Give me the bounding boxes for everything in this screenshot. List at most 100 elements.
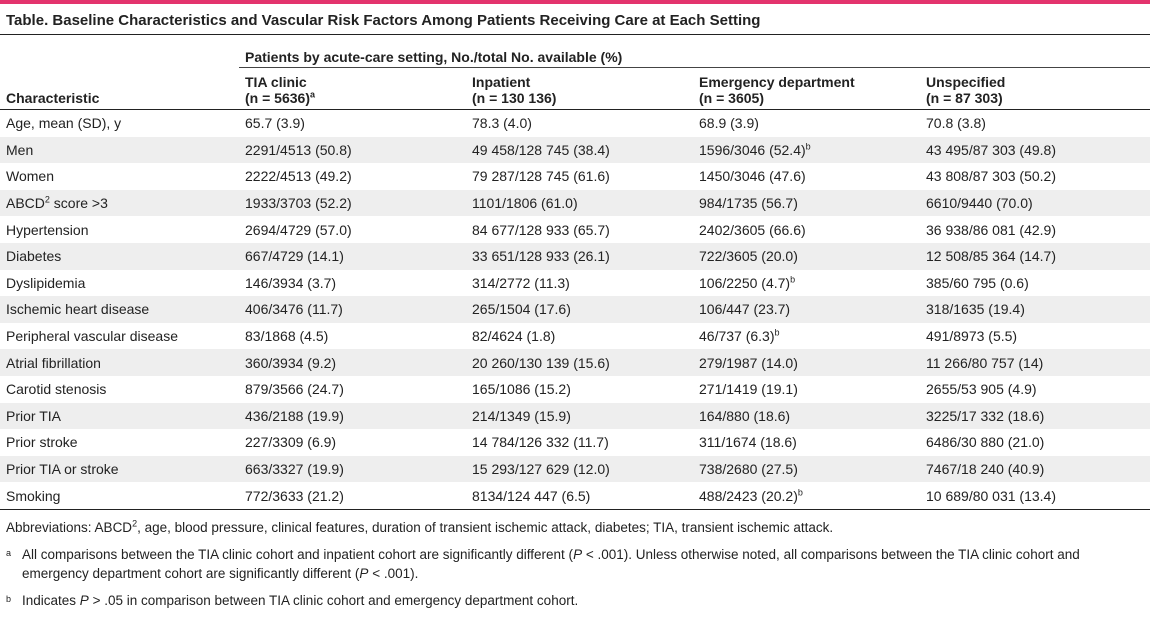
table-row: Dyslipidemia 146/3934 (3.7) 314/2772 (11.3…: [0, 270, 1150, 297]
cell-unspecified: 6486/30 880 (21.0): [926, 434, 1045, 451]
footnote-mark-b: b: [774, 327, 780, 338]
cell-characteristic: Prior TIA: [0, 402, 239, 430]
cell-inpatient: 15 293/127 629 (12.0): [466, 455, 693, 483]
footnote-b: b Indicates P > .05 in comparison betwee…: [6, 592, 579, 608]
cell-characteristic: Atrial fibrillation: [0, 349, 239, 376]
cell-emergency: 488/2423 (20.2)b: [693, 482, 920, 510]
cell-inpatient: 165/1086 (15.2): [472, 381, 571, 398]
cell-characteristic: Smoking: [0, 482, 239, 510]
cell-tia-clinic: 667/4729 (14.1): [239, 242, 466, 270]
cell-unspecified: 43 495/87 303 (49.8): [920, 136, 1150, 164]
table-row: Prior stroke 227/3309 (6.9) 14 784/126 332…: [0, 429, 1150, 456]
cell-tia-clinic: 772/3633 (21.2): [239, 482, 466, 510]
characteristics-table: Patients by acute-care setting, No./tota…: [0, 35, 1150, 510]
cell-characteristic: Hypertension: [6, 221, 89, 238]
col-header-unspecified: Unspecified (n = 87 303): [920, 67, 1150, 110]
footnote-mark-b: b: [790, 274, 796, 285]
cell-unspecified: 12 508/85 364 (14.7): [920, 242, 1150, 270]
cell-emergency: 1596/3046 (52.4)b: [693, 136, 920, 164]
cell-characteristic: Peripheral vascular disease: [6, 328, 178, 345]
cell-inpatient: 33 651/128 933 (26.1): [466, 242, 693, 270]
cell-emergency: 271/1419 (19.1): [699, 381, 798, 398]
table-row: Smoking 772/3633 (21.2) 8134/124 447 (6.5)…: [0, 482, 1150, 510]
table-row: Diabetes 667/4729 (14.1) 33 651/128 933 (2…: [0, 242, 1150, 270]
cell-unspecified: 3225/17 332 (18.6): [920, 402, 1150, 430]
table-row: Prior TIA or stroke 663/3327 (19.9) 15 293…: [0, 455, 1150, 483]
cell-characteristic: Prior TIA or stroke: [0, 455, 239, 483]
footnote-a: a All comparisons between the TIA clinic…: [6, 546, 1080, 581]
cell-emergency: 2402/3605 (66.6): [699, 221, 806, 238]
cell-emergency: 164/880 (18.6): [693, 402, 920, 430]
cell-emergency: 46/737 (6.3)b: [699, 327, 780, 345]
cell-inpatient: 82/4624 (1.8): [472, 328, 556, 345]
table-row: Prior TIA 436/2188 (19.9) 214/1349 (15.9) 1…: [0, 402, 1150, 430]
cell-tia-clinic: 360/3934 (9.2): [239, 349, 466, 376]
cell-tia-clinic: 879/3566 (24.7): [245, 381, 344, 398]
cell-emergency: 311/1674 (18.6): [699, 434, 797, 451]
cell-inpatient: 49 458/128 745 (38.4): [466, 136, 693, 164]
cell-inpatient: 20 260/130 139 (15.6): [466, 349, 693, 376]
spanner-blank: [0, 35, 239, 68]
col-header-tia-clinic: TIA clinic (n = 5636)a: [239, 67, 466, 110]
cell-unspecified: 318/1635 (19.4): [920, 296, 1150, 323]
table-row: Men 2291/4513 (50.8) 49 458/128 745 (38.4)…: [0, 136, 1150, 164]
cell-inpatient: 84 677/128 933 (65.7): [472, 221, 610, 238]
cell-emergency: 984/1735 (56.7): [693, 189, 920, 217]
cell-unspecified: 491/8973 (5.5): [926, 328, 1018, 345]
cell-tia-clinic: 65.7 (3.9): [245, 115, 305, 132]
cell-tia-clinic: 2222/4513 (49.2): [245, 168, 352, 185]
cell-tia-clinic: 1933/3703 (52.2): [239, 189, 466, 217]
table-row: ABCD2 score >3 1933/3703 (52.2) 1101/1806 …: [0, 189, 1150, 217]
cell-characteristic: Age, mean (SD), y: [6, 115, 122, 132]
cell-tia-clinic: 2291/4513 (50.8): [239, 136, 466, 164]
col-header-emergency: Emergency department (n = 3605): [693, 67, 920, 110]
cell-unspecified: 11 266/80 757 (14): [920, 349, 1150, 376]
cell-tia-clinic: 2694/4729 (57.0): [245, 221, 352, 238]
table-row: Ischemic heart disease 406/3476 (11.7) 265…: [0, 296, 1150, 323]
cell-unspecified: 70.8 (3.8): [926, 115, 986, 132]
table-row: Hypertension 2694/4729 (57.0) 84 677/128 9…: [0, 216, 1150, 243]
accent-bar: [0, 0, 1150, 4]
table-row: Age, mean (SD), y 65.7 (3.9) 78.3 (4.0) 68.…: [0, 110, 1150, 137]
col-header-inpatient: Inpatient (n = 130 136): [466, 67, 693, 110]
cell-inpatient: 265/1504 (17.6): [466, 296, 693, 323]
cell-inpatient: 79 287/128 745 (61.6): [472, 168, 610, 185]
cell-inpatient: 78.3 (4.0): [472, 115, 532, 132]
cell-emergency: 279/1987 (14.0): [693, 349, 920, 376]
cell-unspecified: 10 689/80 031 (13.4): [920, 482, 1150, 510]
footnote-mark-a: a: [309, 89, 315, 100]
cell-tia-clinic: 83/1868 (4.5): [245, 328, 329, 345]
cell-inpatient: 1101/1806 (61.0): [466, 189, 693, 217]
column-spanner: Patients by acute-care setting, No./tota…: [239, 35, 1150, 68]
cell-inpatient: 314/2772 (11.3): [472, 274, 570, 291]
cell-tia-clinic: 436/2188 (19.9): [239, 402, 466, 430]
cell-unspecified: 385/60 795 (0.6): [926, 274, 1029, 291]
cell-emergency: 1450/3046 (47.6): [699, 168, 806, 185]
cell-emergency: 106/2250 (4.7)b: [699, 274, 796, 291]
cell-characteristic: Diabetes: [0, 242, 239, 270]
table-notes: Abbreviations: ABCD2, age, blood pressur…: [0, 510, 1150, 618]
table-container: Patients by acute-care setting, No./tota…: [0, 34, 1150, 510]
cell-unspecified: 43 808/87 303 (50.2): [926, 168, 1056, 185]
cell-unspecified: 7467/18 240 (40.9): [920, 455, 1150, 483]
table-body: Age, mean (SD), y 65.7 (3.9) 78.3 (4.0) 68.…: [0, 110, 1150, 510]
cell-characteristic: Dyslipidemia: [6, 274, 86, 291]
cell-characteristic: ABCD2 score >3: [0, 189, 239, 217]
footnote-mark-b: b: [805, 141, 811, 152]
footnote-mark-b: b: [797, 486, 803, 497]
cell-unspecified: 6610/9440 (70.0): [920, 189, 1150, 217]
cell-inpatient: 214/1349 (15.9): [466, 402, 693, 430]
table-row: Peripheral vascular disease 83/1868 (4.5)…: [0, 323, 1150, 350]
table-row: Atrial fibrillation 360/3934 (9.2) 20 260/…: [0, 349, 1150, 376]
cell-inpatient: 8134/124 447 (6.5): [466, 482, 693, 510]
cell-emergency: 738/2680 (27.5): [693, 455, 920, 483]
cell-emergency: 68.9 (3.9): [699, 115, 759, 132]
table-title: Table. Baseline Characteristics and Vasc…: [6, 12, 761, 29]
cell-tia-clinic: 406/3476 (11.7): [239, 296, 466, 323]
cell-emergency: 722/3605 (20.0): [693, 242, 920, 270]
abbreviations-note: Abbreviations: ABCD2, age, blood pressur…: [6, 518, 834, 535]
col-header-characteristic: Characteristic: [0, 67, 239, 110]
cell-tia-clinic: 663/3327 (19.9): [239, 455, 466, 483]
cell-tia-clinic: 146/3934 (3.7): [245, 274, 337, 291]
cell-tia-clinic: 227/3309 (6.9): [245, 434, 337, 451]
